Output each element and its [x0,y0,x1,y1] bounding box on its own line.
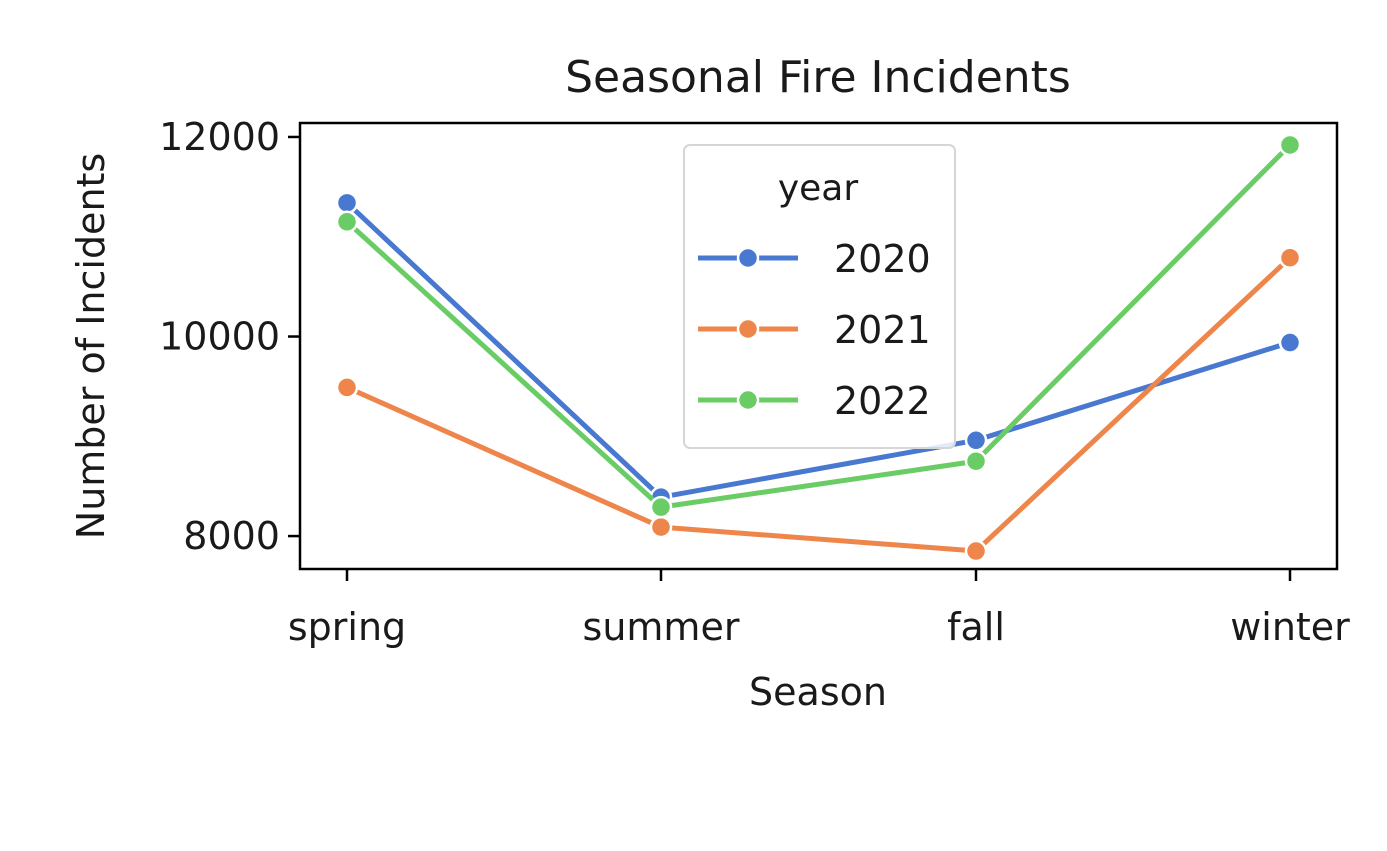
x-tick-label: summer [583,605,740,649]
x-tick-label: fall [947,605,1005,649]
y-axis-label: Number of Incidents [69,153,113,539]
x-axis: spring summer fall winter [288,569,1350,649]
data-point-2021-spring [335,376,359,399]
data-point-2020-spring [335,191,359,215]
x-axis-label: Season [749,670,887,714]
legend-box [683,144,956,449]
x-tick-label: winter [1230,605,1350,649]
legend-label-2021: 2021 [834,308,931,352]
y-tick-label: 10000 [159,315,280,359]
data-point-2021-winter [1278,246,1302,269]
legend-marker-2022 [736,388,760,412]
data-point-2021-summer [649,515,673,539]
plot-frame [298,121,1339,571]
legend: year 2020 2021 2022 [683,144,956,449]
data-point-2022-fall [964,449,988,473]
data-point-2022-winter [1278,133,1302,157]
legend-label-2022: 2022 [834,379,931,423]
series-line-2022 [345,143,1292,510]
series-line-2021 [345,255,1292,554]
y-axis: 8000 10000 12000 [159,115,300,558]
legend-title: year [778,168,859,209]
legend-marker-2021 [736,317,760,341]
plot-area [335,133,1302,563]
x-tick-label: spring [288,605,406,649]
series-line-2020 [345,200,1291,500]
y-tick-label: 12000 [159,115,280,159]
data-point-2022-summer [649,495,673,519]
legend-label-2020: 2020 [834,237,931,281]
data-point-2020-winter [1278,331,1302,354]
data-point-2021-fall [964,539,988,563]
legend-marker-2020 [736,246,760,270]
y-tick-label: 8000 [183,514,280,558]
data-point-2022-spring [335,210,359,234]
data-point-2020-fall [964,429,988,452]
chart-title: Seasonal Fire Incidents [565,52,1071,103]
